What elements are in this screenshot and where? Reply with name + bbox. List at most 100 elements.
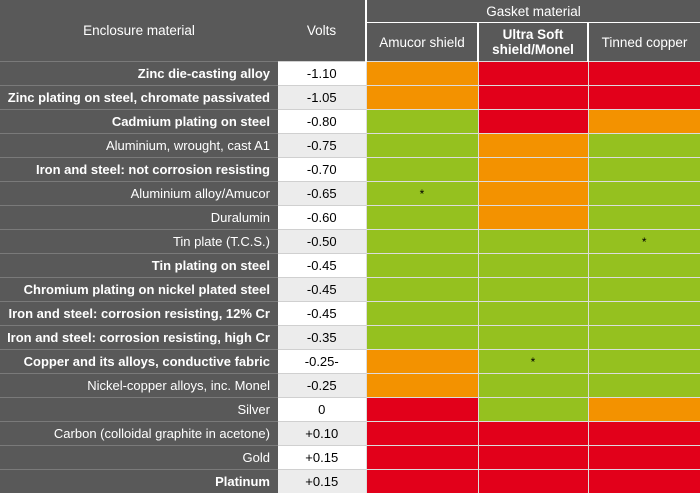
gasket-header-0: Amucor shield	[366, 23, 478, 62]
enclosure-material-cell: Iron and steel: not corrosion resisting	[0, 158, 278, 182]
gasket-header-line1: Tinned copper	[589, 35, 700, 50]
enclosure-material-cell: Platinum	[0, 470, 278, 493]
compatibility-cell-red	[366, 398, 478, 422]
table-row: Carbon (colloidal graphite in acetone)+0…	[0, 422, 700, 446]
enclosure-material-cell: Aluminium, wrought, cast A1	[0, 134, 278, 158]
compatibility-cell-orange	[478, 182, 588, 206]
gasket-material-header: Gasket material	[366, 0, 700, 23]
compatibility-cell-green	[366, 206, 478, 230]
enclosure-material-cell: Carbon (colloidal graphite in acetone)	[0, 422, 278, 446]
compatibility-cell-orange	[366, 86, 478, 110]
compatibility-cell-red	[588, 86, 700, 110]
volts-cell: -0.50	[278, 230, 366, 254]
compatibility-cell-red	[366, 470, 478, 493]
enclosure-material-header: Enclosure material	[0, 0, 278, 62]
compatibility-cell-red	[588, 446, 700, 470]
enclosure-material-cell: Silver	[0, 398, 278, 422]
compatibility-cell-green: *	[588, 230, 700, 254]
enclosure-material-cell: Gold	[0, 446, 278, 470]
compatibility-cell-green	[588, 254, 700, 278]
enclosure-material-cell: Zinc plating on steel, chromate passivat…	[0, 86, 278, 110]
table-row: Platinum+0.15	[0, 470, 700, 493]
compatibility-cell-green: *	[478, 350, 588, 374]
volts-cell: -0.25	[278, 374, 366, 398]
compatibility-cell-green	[366, 110, 478, 134]
compatibility-cell-red	[478, 110, 588, 134]
table-row: Nickel-copper alloys, inc. Monel-0.25	[0, 374, 700, 398]
compatibility-cell-green	[478, 302, 588, 326]
compatibility-cell-green	[478, 254, 588, 278]
compatibility-cell-green	[588, 350, 700, 374]
compatibility-cell-red	[478, 422, 588, 446]
volts-cell: -0.70	[278, 158, 366, 182]
compatibility-cell-red	[478, 62, 588, 86]
volts-cell: 0	[278, 398, 366, 422]
enclosure-material-cell: Chromium plating on nickel plated steel	[0, 278, 278, 302]
compatibility-cell-green	[588, 182, 700, 206]
compatibility-cell-green	[366, 230, 478, 254]
volts-cell: -0.65	[278, 182, 366, 206]
compatibility-cell-orange	[588, 110, 700, 134]
compatibility-cell-red	[478, 86, 588, 110]
volts-cell: -0.25-	[278, 350, 366, 374]
enclosure-material-cell: Nickel-copper alloys, inc. Monel	[0, 374, 278, 398]
table-row: Iron and steel: not corrosion resisting-…	[0, 158, 700, 182]
volts-cell: -0.80	[278, 110, 366, 134]
compatibility-cell-green	[588, 374, 700, 398]
compatibility-cell-green	[478, 230, 588, 254]
table-row: Duralumin-0.60	[0, 206, 700, 230]
compatibility-cell-green	[588, 326, 700, 350]
compatibility-cell-green	[588, 278, 700, 302]
compatibility-cell-green	[588, 302, 700, 326]
compatibility-cell-orange	[478, 134, 588, 158]
table-header: Enclosure material Volts Gasket material…	[0, 0, 700, 62]
compatibility-cell-red	[366, 422, 478, 446]
table-row: Iron and steel: corrosion resisting, hig…	[0, 326, 700, 350]
volts-header: Volts	[278, 0, 366, 62]
gasket-header-line1: Amucor shield	[367, 35, 477, 50]
compatibility-cell-green	[478, 278, 588, 302]
enclosure-material-cell: Tin plate (T.C.S.)	[0, 230, 278, 254]
enclosure-material-cell: Duralumin	[0, 206, 278, 230]
volts-cell: -0.35	[278, 326, 366, 350]
compatibility-cell-green: *	[366, 182, 478, 206]
compatibility-cell-green	[588, 206, 700, 230]
compatibility-cell-red	[478, 470, 588, 493]
table-row: Iron and steel: corrosion resisting, 12%…	[0, 302, 700, 326]
table-row: Zinc die-casting alloy-1.10	[0, 62, 700, 86]
enclosure-material-cell: Copper and its alloys, conductive fabric	[0, 350, 278, 374]
compatibility-cell-red	[588, 422, 700, 446]
table-row: Zinc plating on steel, chromate passivat…	[0, 86, 700, 110]
table-row: Tin plating on steel-0.45	[0, 254, 700, 278]
volts-cell: -0.45	[278, 278, 366, 302]
compatibility-cell-orange	[366, 350, 478, 374]
table-row: Aluminium, wrought, cast A1-0.75	[0, 134, 700, 158]
compatibility-cell-green	[478, 398, 588, 422]
compatibility-cell-green	[366, 278, 478, 302]
compatibility-cell-green	[366, 134, 478, 158]
compatibility-cell-red	[588, 62, 700, 86]
volts-cell: -1.10	[278, 62, 366, 86]
volts-cell: -1.05	[278, 86, 366, 110]
compatibility-cell-red	[588, 470, 700, 493]
compatibility-table-container: Enclosure material Volts Gasket material…	[0, 0, 700, 473]
compatibility-cell-orange	[588, 398, 700, 422]
volts-cell: -0.45	[278, 254, 366, 278]
asterisk-mark: *	[420, 187, 425, 201]
volts-cell: +0.10	[278, 422, 366, 446]
volts-cell: -0.45	[278, 302, 366, 326]
table-row: Aluminium alloy/Amucor-0.65 *	[0, 182, 700, 206]
compatibility-cell-green	[478, 326, 588, 350]
enclosure-material-cell: Aluminium alloy/Amucor	[0, 182, 278, 206]
volts-cell: -0.75	[278, 134, 366, 158]
compatibility-cell-red	[478, 446, 588, 470]
enclosure-material-cell: Iron and steel: corrosion resisting, 12%…	[0, 302, 278, 326]
table-row: Cadmium plating on steel-0.80	[0, 110, 700, 134]
asterisk-mark: *	[642, 235, 647, 249]
table-row: Tin plate (T.C.S.)-0.50 *	[0, 230, 700, 254]
table-row: Chromium plating on nickel plated steel-…	[0, 278, 700, 302]
